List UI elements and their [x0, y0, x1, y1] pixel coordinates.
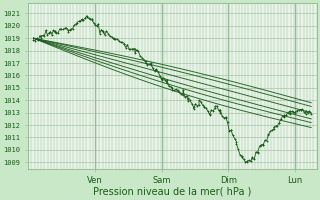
X-axis label: Pression niveau de la mer( hPa ): Pression niveau de la mer( hPa ) [93, 187, 252, 197]
